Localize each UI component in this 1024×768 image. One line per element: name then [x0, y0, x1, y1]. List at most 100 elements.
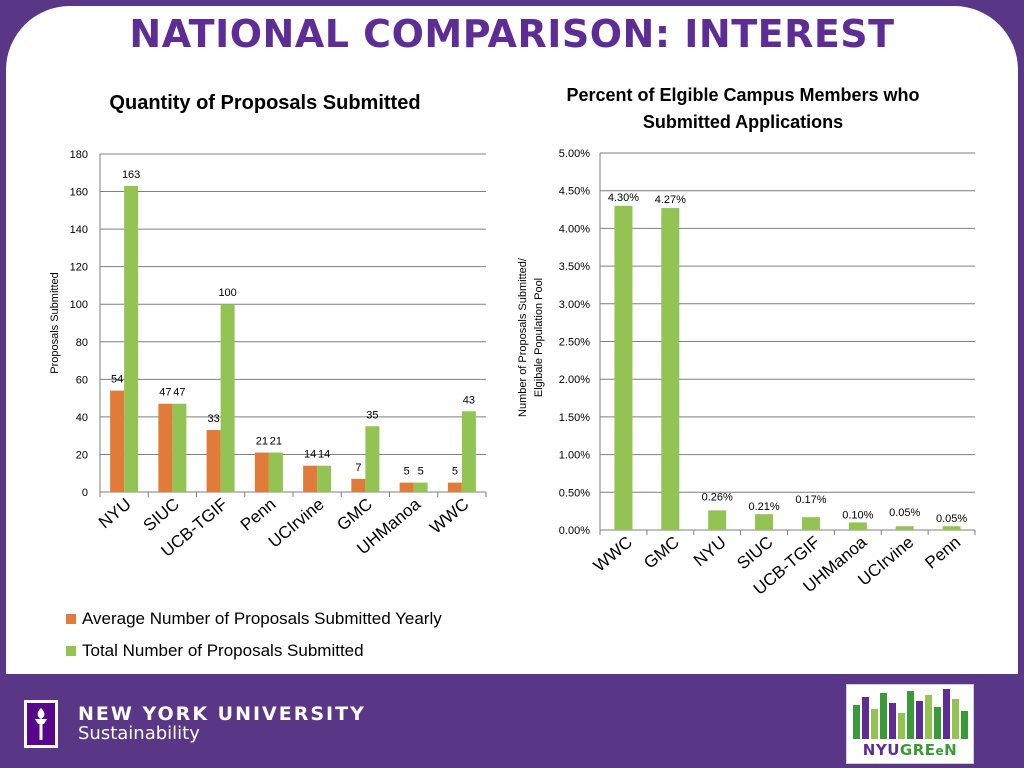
- y-tick-label: 1.50%: [559, 412, 590, 424]
- y-tick-label: 2.50%: [559, 337, 590, 349]
- bar: [268, 452, 283, 492]
- y-tick-label: 3.00%: [559, 299, 590, 311]
- data-label: 7: [355, 462, 361, 474]
- logo-text-n: N: [944, 741, 958, 759]
- y-axis-title-line: Number of Proposals Submitted/: [517, 257, 529, 417]
- legend-item-average: Average Number of Proposals Submitted Ye…: [66, 603, 442, 635]
- y-tick-label: 3.50%: [559, 261, 590, 273]
- right-chart-title-line-1: Percent of Elgible Campus Members who: [566, 85, 920, 105]
- x-tick-label: NYU: [690, 533, 730, 571]
- x-tick-label: WWC: [590, 533, 636, 576]
- bar: [461, 411, 476, 492]
- bar: [399, 482, 414, 492]
- y-axis-title: Number of Proposals Submitted/Elgibale P…: [517, 257, 545, 417]
- data-label: 0.05%: [889, 507, 920, 519]
- legend-label-average: Average Number of Proposals Submitted Ye…: [82, 609, 442, 628]
- y-tick-label: 100: [70, 299, 88, 311]
- bar: [254, 452, 269, 492]
- bar: [708, 510, 727, 530]
- left-chart-legend: Average Number of Proposals Submitted Ye…: [66, 603, 442, 667]
- data-label: 0.05%: [936, 513, 967, 525]
- y-tick-label: 140: [70, 224, 88, 236]
- bar: [351, 478, 366, 492]
- bar: [942, 526, 961, 530]
- data-label: 33: [208, 413, 220, 425]
- y-tick-label: 2.00%: [559, 374, 590, 386]
- data-label: 5: [452, 466, 458, 478]
- right-chart-title-line-2: Submitted Applications: [642, 112, 844, 132]
- legend-swatch-average: [66, 614, 76, 624]
- nyu-green-logo: NYUGREeN: [846, 684, 974, 764]
- y-tick-label: 20: [76, 449, 88, 461]
- data-label: 5: [404, 466, 410, 478]
- y-tick-label: 5.00%: [559, 148, 590, 160]
- bar: [317, 465, 332, 492]
- y-tick-label: 0.00%: [559, 525, 590, 537]
- bar: [172, 403, 187, 492]
- data-label: 14: [304, 449, 316, 461]
- data-label: 100: [218, 287, 236, 299]
- data-label: 0.10%: [842, 509, 873, 521]
- data-label: 14: [318, 449, 330, 461]
- y-tick-label: 4.50%: [559, 186, 590, 198]
- data-label: 4.30%: [608, 192, 639, 204]
- data-label: 54: [111, 374, 123, 386]
- nyu-torch-icon: [24, 700, 58, 748]
- y-axis-title: Proposals Submitted: [49, 272, 61, 374]
- bar: [447, 482, 462, 492]
- org-name: NEW YORK UNIVERSITY: [78, 703, 366, 725]
- y-tick-label: 4.00%: [559, 223, 590, 235]
- bar: [158, 403, 173, 492]
- bar: [755, 514, 774, 530]
- y-tick-label: 60: [76, 374, 88, 386]
- bar: [303, 465, 318, 492]
- bar: [124, 185, 139, 492]
- logo-text-nyu: NYU: [862, 741, 900, 759]
- y-tick-label: 160: [70, 187, 88, 199]
- data-label: 0.17%: [795, 494, 826, 506]
- y-tick-label: 180: [70, 149, 88, 161]
- data-label: 5: [418, 466, 424, 478]
- bar: [848, 522, 867, 530]
- data-label: 21: [270, 436, 282, 448]
- data-label: 0.26%: [702, 491, 733, 503]
- x-tick-label: GMC: [640, 533, 683, 573]
- logo-text-e: e: [935, 744, 945, 758]
- bar: [110, 390, 125, 492]
- data-label: 21: [256, 436, 268, 448]
- data-label: 47: [173, 387, 185, 399]
- legend-item-total: Total Number of Proposals Submitted: [66, 635, 442, 667]
- y-tick-label: 80: [76, 337, 88, 349]
- data-label: 0.21%: [748, 501, 779, 513]
- data-label: 47: [159, 387, 171, 399]
- logo-text-gre: GRE: [899, 741, 936, 759]
- y-axis-title-line: Elgibale Population Pool: [533, 278, 545, 397]
- right-chart-title: Percent of Elgible Campus Members who Su…: [540, 82, 946, 136]
- legend-swatch-total: [66, 646, 76, 656]
- data-label: 4.27%: [655, 194, 686, 206]
- bar: [206, 430, 221, 492]
- slide-title: NATIONAL COMPARISON: INTEREST: [129, 12, 895, 56]
- x-tick-label: Penn: [922, 533, 965, 573]
- left-chart-title: Quantity of Proposals Submitted: [109, 92, 421, 114]
- data-label: 163: [122, 169, 140, 181]
- bar: [614, 205, 633, 530]
- data-label: 35: [366, 409, 378, 421]
- nyu-green-logo-text: NYUGREeN: [847, 741, 973, 759]
- bar: [801, 517, 820, 530]
- y-tick-label: 40: [76, 412, 88, 424]
- bar: [895, 526, 914, 530]
- org-subtitle: Sustainability: [78, 723, 200, 744]
- y-tick-label: 0: [82, 487, 88, 499]
- bar: [220, 304, 235, 492]
- slide-panel: [6, 6, 1018, 674]
- bar: [661, 208, 680, 531]
- y-tick-label: 0.50%: [559, 487, 590, 499]
- bar: [365, 426, 380, 492]
- y-tick-label: 1.00%: [559, 450, 590, 462]
- data-label: 43: [463, 394, 475, 406]
- bar: [413, 482, 428, 492]
- y-tick-label: 120: [70, 262, 88, 274]
